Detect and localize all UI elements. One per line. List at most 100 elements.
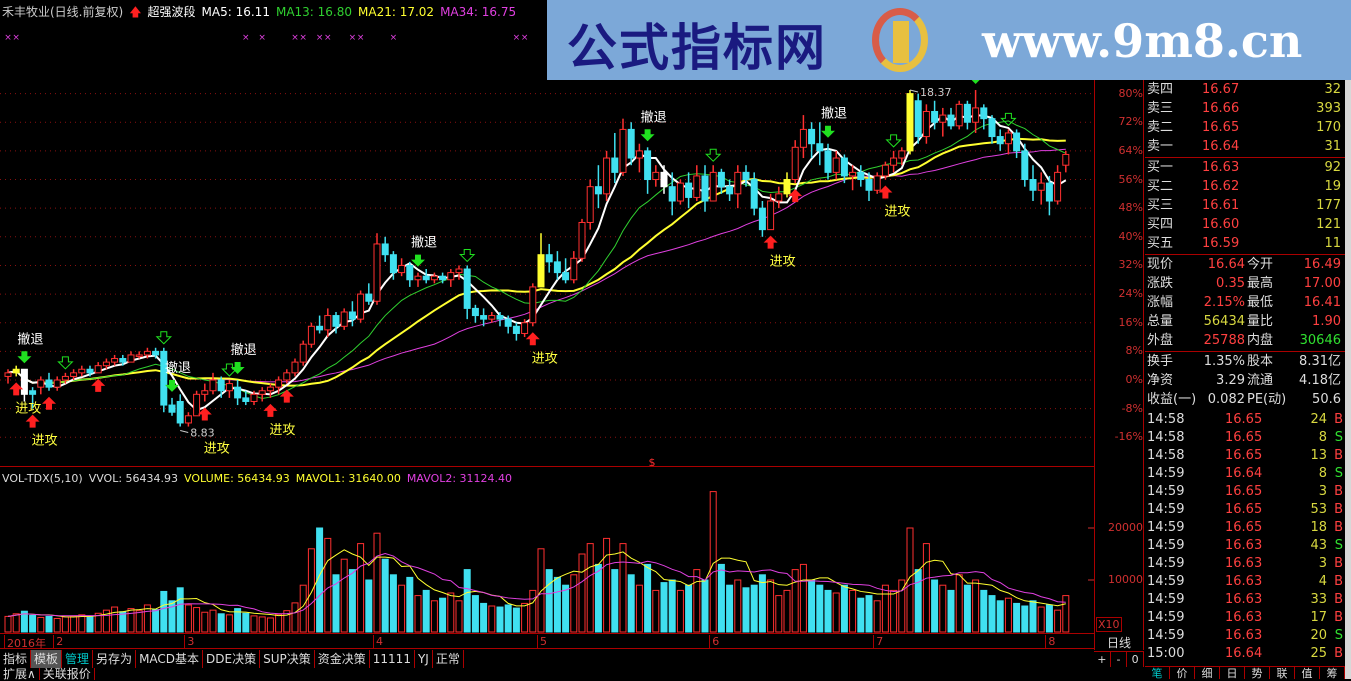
candle-body: [102, 361, 110, 367]
quote-tab[interactable]: 细: [1195, 667, 1220, 680]
toolbar-tab[interactable]: 资金决策: [315, 650, 370, 668]
bid-label: 买一: [1147, 160, 1174, 175]
candle: [4, 369, 12, 384]
volume-bar: [340, 558, 348, 633]
bid-row: 买三 16.61 177: [1147, 196, 1343, 215]
candle-body: [348, 311, 356, 320]
zoom-out-button[interactable]: -: [1111, 652, 1128, 667]
volume-bar: [135, 610, 143, 633]
weak-sell-arrow-icon: [885, 134, 902, 148]
candle: [783, 172, 791, 198]
volume-bar: [611, 569, 619, 633]
volume-bar: [873, 600, 881, 633]
candle-body: [586, 186, 594, 223]
candle: [644, 147, 652, 194]
top-marker: ×: [349, 33, 357, 43]
tick-row: 14:59 16.63 43 S: [1147, 536, 1343, 555]
volume-bar: [701, 579, 709, 633]
volume-bar: [250, 615, 258, 633]
candle-body: [37, 379, 45, 388]
sell-signal-label: 撤退: [411, 235, 437, 251]
candle-body: [365, 293, 373, 302]
candle-body: [389, 254, 397, 274]
toolbar-tab[interactable]: YJ: [415, 650, 433, 668]
candle: [102, 358, 110, 370]
toolbar-tab[interactable]: 另存为: [93, 650, 137, 668]
candle: [939, 107, 947, 137]
volume-bar: [570, 574, 578, 633]
quote-tab[interactable]: 笔: [1145, 667, 1170, 680]
toolbar-tab[interactable]: 11111: [370, 650, 415, 668]
candle: [652, 165, 660, 187]
quote-tab[interactable]: 联: [1270, 667, 1295, 680]
candle-body: [750, 179, 758, 209]
volume-bar: [283, 610, 291, 633]
volume-chart[interactable]: [0, 466, 1094, 633]
stat-label: 外盘: [1147, 333, 1174, 348]
quote-tab[interactable]: 价: [1170, 667, 1195, 680]
ma34-line: [7, 148, 1066, 384]
volume-bar: [111, 606, 119, 633]
volume-multiplier: X10: [1096, 617, 1122, 632]
quote-tab[interactable]: 日: [1220, 667, 1245, 680]
buy-arrow-icon: [763, 235, 778, 249]
candle: [594, 165, 602, 209]
zoom-reset-button[interactable]: 0: [1127, 652, 1145, 667]
candle: [545, 243, 553, 273]
date-axis: 2016年 2 3 4 5 6 7 8: [0, 633, 1094, 650]
candle: [357, 290, 365, 323]
candle: [45, 372, 53, 391]
tick-row: 14:59 16.65 3 B: [1147, 482, 1343, 501]
toolbar-tab[interactable]: SUP决策: [260, 650, 315, 668]
tick-row: 14:59 16.63 33 B: [1147, 590, 1343, 609]
candle: [947, 107, 955, 130]
buy-signal-label: 进攻: [532, 351, 558, 366]
stat-label: 内盘: [1247, 333, 1274, 348]
volume-bar: [1054, 609, 1062, 633]
fund-label: 净资: [1147, 373, 1174, 388]
period-label[interactable]: 日线: [1106, 636, 1131, 650]
ma34-label: MA34: 16.75: [440, 5, 517, 19]
tick-volume: 24: [1310, 412, 1327, 427]
quote-tab[interactable]: 值: [1295, 667, 1320, 680]
top-marker: ×: [242, 33, 250, 43]
side-toolbar[interactable]: [1345, 80, 1351, 679]
toolbar-tab[interactable]: 指标: [0, 650, 32, 668]
y-tick-label: 48%: [1118, 201, 1143, 215]
candle-body: [980, 107, 988, 120]
candle: [111, 354, 119, 366]
candle: [70, 369, 78, 380]
candle: [832, 150, 840, 180]
tick-volume: 3: [1318, 556, 1327, 571]
buy-arrow-icon: [263, 403, 278, 417]
candle: [381, 236, 389, 262]
toolbar-tab[interactable]: MACD基本: [136, 650, 204, 668]
extension-tab[interactable]: 扩展∧: [0, 668, 40, 680]
zoom-in-button[interactable]: +: [1094, 652, 1111, 667]
weak-sell-arrow-icon: [458, 248, 476, 263]
tick-side: S: [1334, 430, 1343, 445]
toolbar-tab[interactable]: DDE决策: [203, 650, 261, 668]
candle-body: [234, 386, 242, 399]
sell-signal-label: 撤退: [231, 342, 257, 358]
candle: [1045, 175, 1053, 216]
volume-bar: [644, 563, 652, 633]
candle: [1021, 143, 1029, 187]
volume-bar: [849, 589, 857, 633]
buy-arrow-icon: [788, 189, 803, 203]
toolbar-tab[interactable]: 管理: [62, 650, 94, 668]
volume-bar: [332, 574, 340, 633]
toolbar-tab[interactable]: 正常: [433, 650, 464, 668]
candle: [250, 390, 258, 406]
candle-body: [4, 372, 12, 377]
tick-time: 14:59: [1147, 520, 1185, 535]
candle-body: [143, 350, 151, 356]
candle-body: [496, 315, 504, 320]
quote-tab[interactable]: 势: [1245, 667, 1270, 680]
extension-tab[interactable]: 关联报价: [40, 668, 95, 680]
volume-bar: [816, 584, 824, 633]
toolbar-tab[interactable]: 模板: [31, 650, 63, 668]
quote-tab[interactable]: 筹: [1320, 667, 1345, 680]
candle-body: [808, 128, 816, 145]
